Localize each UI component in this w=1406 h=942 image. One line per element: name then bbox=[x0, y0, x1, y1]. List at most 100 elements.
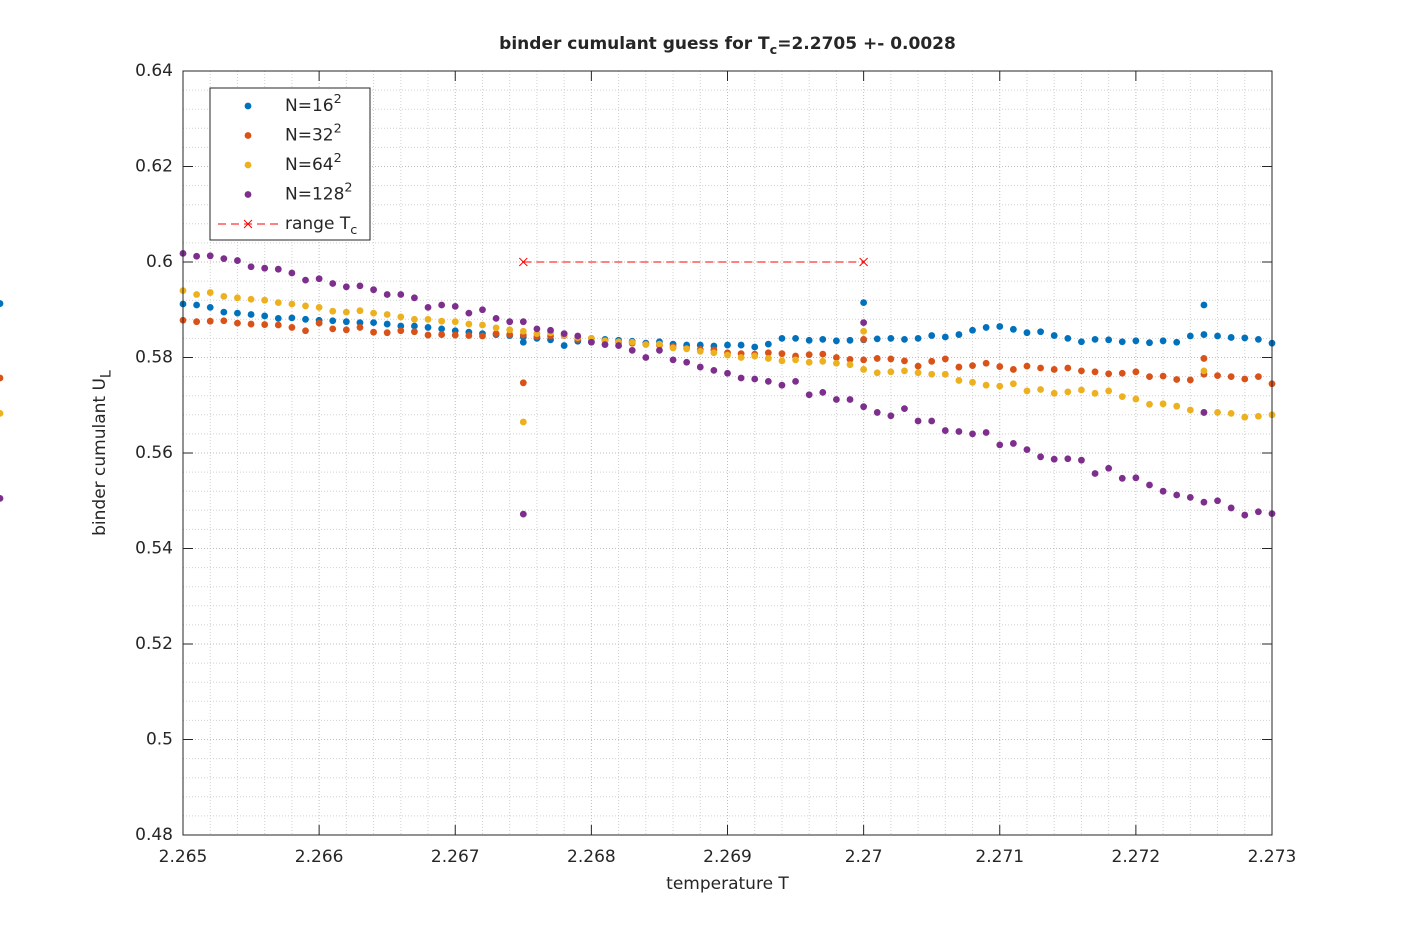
x-tick-label: 2.272 bbox=[1112, 847, 1161, 867]
point bbox=[438, 317, 446, 325]
point bbox=[1064, 388, 1072, 396]
point bbox=[424, 324, 432, 331]
text-part: c bbox=[350, 222, 357, 237]
point bbox=[1009, 380, 1017, 388]
point bbox=[1023, 446, 1031, 454]
point bbox=[1023, 362, 1031, 370]
legend-swatch bbox=[243, 219, 253, 229]
text-part: binder cumulant guess for T bbox=[499, 34, 770, 54]
text-part: temperature T bbox=[666, 874, 789, 894]
point bbox=[683, 345, 691, 353]
point bbox=[846, 336, 854, 344]
point bbox=[819, 388, 827, 396]
point bbox=[955, 331, 963, 338]
point bbox=[914, 369, 922, 377]
point bbox=[764, 340, 772, 348]
point bbox=[914, 335, 922, 342]
point bbox=[996, 323, 1004, 330]
point bbox=[519, 510, 527, 518]
point bbox=[1159, 372, 1167, 380]
legend-box bbox=[209, 87, 371, 241]
x-tick-label: 2.27 bbox=[845, 847, 883, 867]
text-part: 2 bbox=[334, 92, 342, 107]
point bbox=[1227, 409, 1235, 417]
point bbox=[1186, 376, 1194, 384]
point bbox=[669, 356, 677, 364]
point bbox=[1050, 332, 1058, 339]
point bbox=[1214, 409, 1221, 416]
point bbox=[220, 308, 228, 316]
point bbox=[751, 352, 759, 360]
point bbox=[1132, 368, 1140, 376]
point bbox=[846, 361, 854, 369]
legend-label: range Tc bbox=[285, 214, 357, 237]
point bbox=[342, 283, 350, 291]
point bbox=[519, 318, 527, 326]
point bbox=[1105, 464, 1113, 472]
point bbox=[1146, 339, 1153, 347]
point bbox=[1241, 511, 1249, 519]
point bbox=[1186, 494, 1194, 501]
x-marker bbox=[518, 257, 528, 267]
point bbox=[342, 326, 350, 334]
point bbox=[941, 355, 949, 363]
point bbox=[1064, 455, 1072, 463]
point bbox=[887, 335, 895, 342]
legend-label: N=162 bbox=[285, 92, 342, 116]
point bbox=[574, 332, 582, 340]
point bbox=[901, 357, 908, 365]
point bbox=[315, 319, 323, 327]
point bbox=[356, 319, 364, 327]
point bbox=[887, 368, 895, 376]
point bbox=[887, 355, 895, 363]
point bbox=[492, 324, 500, 332]
point bbox=[955, 428, 963, 435]
point bbox=[193, 291, 201, 298]
point bbox=[234, 257, 241, 264]
point bbox=[982, 381, 990, 389]
point bbox=[1214, 497, 1221, 505]
point bbox=[941, 333, 949, 341]
point bbox=[411, 315, 418, 323]
y-tick-label: 0.48 bbox=[135, 825, 173, 845]
marks bbox=[0, 250, 1276, 519]
point bbox=[887, 412, 895, 420]
point bbox=[833, 337, 840, 345]
point bbox=[451, 331, 459, 339]
point bbox=[873, 355, 881, 362]
point bbox=[1214, 332, 1221, 340]
point bbox=[833, 354, 840, 361]
x-tick-label: 2.265 bbox=[159, 847, 208, 867]
point bbox=[982, 359, 990, 367]
point bbox=[833, 396, 840, 403]
point bbox=[928, 357, 936, 365]
point bbox=[587, 338, 595, 346]
point bbox=[247, 263, 255, 271]
point bbox=[397, 327, 405, 335]
point bbox=[1173, 491, 1181, 499]
point bbox=[751, 375, 759, 383]
text-part: 2 bbox=[334, 151, 342, 166]
point bbox=[710, 366, 718, 374]
point bbox=[1132, 474, 1140, 482]
point bbox=[696, 363, 704, 371]
point bbox=[764, 355, 772, 362]
point bbox=[615, 342, 622, 349]
x-tick-label: 2.271 bbox=[975, 847, 1024, 867]
point bbox=[1173, 338, 1181, 346]
point bbox=[792, 335, 799, 342]
point bbox=[274, 299, 282, 306]
point bbox=[506, 318, 514, 326]
point bbox=[438, 301, 446, 309]
point bbox=[928, 370, 936, 378]
point bbox=[411, 322, 418, 330]
point bbox=[533, 325, 541, 333]
point bbox=[247, 320, 255, 328]
point bbox=[982, 429, 990, 436]
point bbox=[1118, 474, 1126, 482]
point bbox=[1023, 387, 1031, 395]
point bbox=[1186, 332, 1194, 340]
point bbox=[1118, 369, 1126, 377]
point bbox=[764, 377, 772, 385]
point bbox=[302, 276, 309, 284]
